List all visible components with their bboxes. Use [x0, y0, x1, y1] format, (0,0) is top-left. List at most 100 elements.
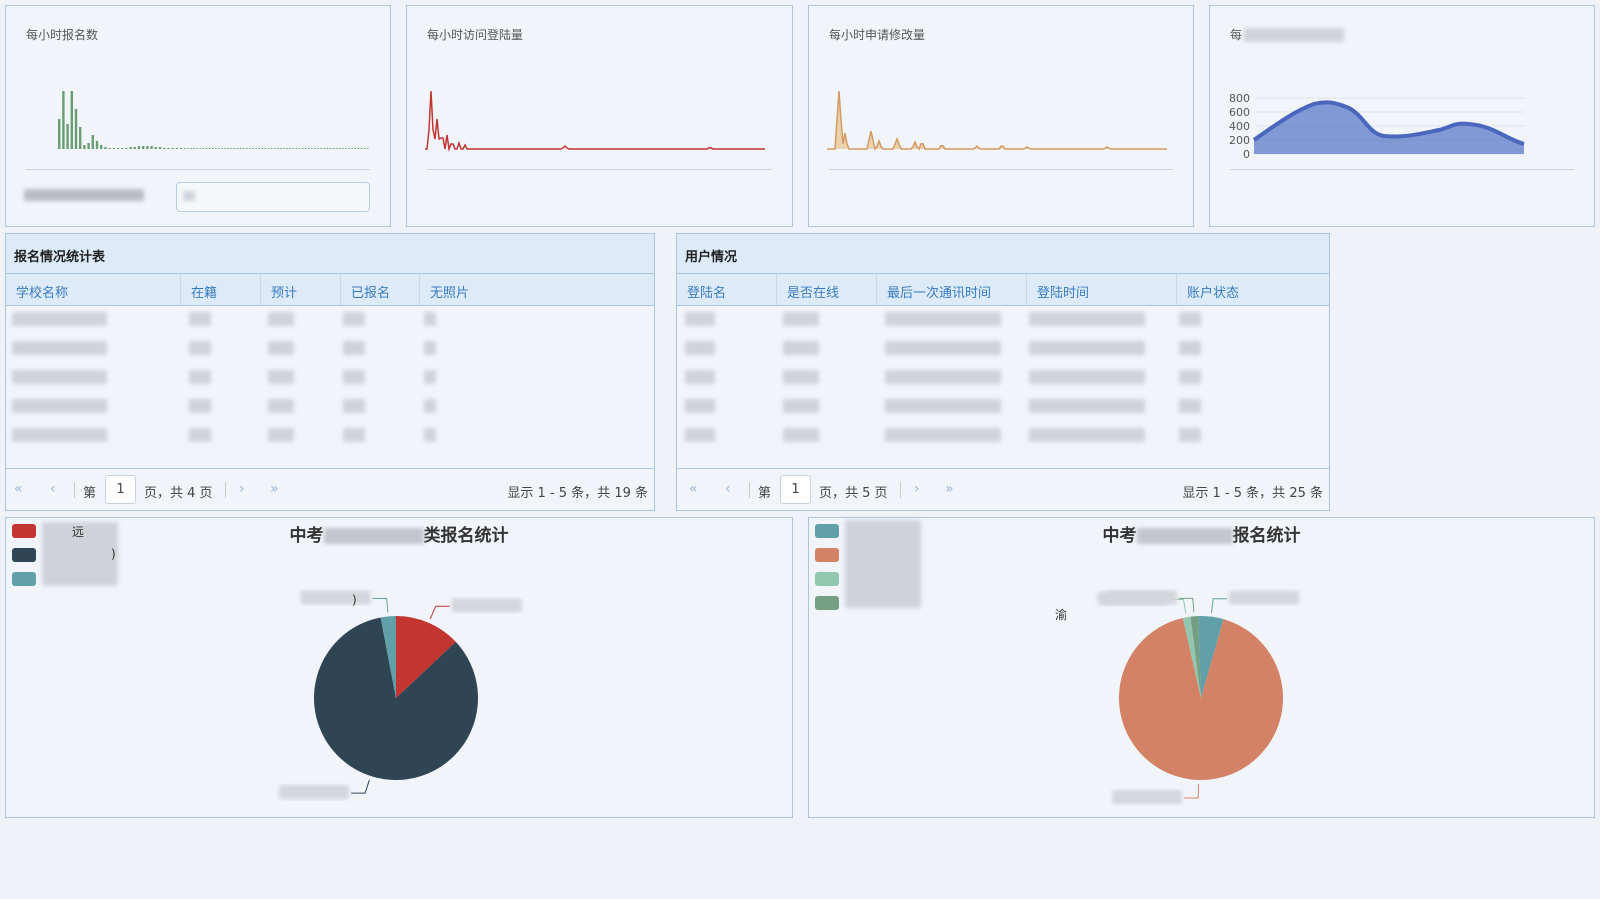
- pie-label-line: [372, 597, 389, 613]
- last-page-button[interactable]: »: [270, 481, 279, 497]
- redacted-cell: [685, 312, 715, 326]
- mini-bar: [125, 148, 128, 149]
- pie-slice: [396, 616, 456, 698]
- prev-page-button[interactable]: ‹: [725, 481, 731, 497]
- redacted-cell: [424, 370, 436, 384]
- mini-bar: [317, 148, 319, 149]
- col-online[interactable]: 是否在线: [777, 274, 877, 305]
- redacted-select[interactable]: [176, 182, 370, 212]
- col-no-photo[interactable]: 无照片: [430, 286, 470, 301]
- pie-label-line: [1210, 598, 1228, 613]
- mini-bar: [283, 148, 285, 149]
- col-registered[interactable]: 已报名: [341, 274, 420, 305]
- legend-swatch[interactable]: [12, 572, 36, 586]
- mini-bar: [112, 148, 115, 149]
- mini-bar: [66, 124, 69, 149]
- redacted-cell: [685, 370, 715, 384]
- legend-label: 远: [72, 525, 85, 539]
- page-prefix: 第: [758, 486, 772, 501]
- mini-bar: [62, 91, 65, 149]
- next-page-button[interactable]: ›: [914, 481, 920, 497]
- mini-bar: [326, 148, 329, 149]
- area-line: [1252, 100, 1525, 146]
- mini-bar: [224, 148, 226, 149]
- col-account-status[interactable]: 账户状态: [1187, 286, 1240, 301]
- redacted-cell: [12, 341, 107, 355]
- mini-chart-panel-4: 每 800 600 400 200 0: [1209, 5, 1595, 227]
- col-school-name[interactable]: 学校名称: [6, 274, 181, 305]
- next-page-button[interactable]: ›: [239, 481, 245, 497]
- mini-chart-panel-3: 每小时申请修改量: [808, 5, 1194, 227]
- pie-chart-right: [1097, 590, 1300, 804]
- mini-bar: [366, 148, 369, 149]
- mini-bar: [270, 148, 273, 149]
- mini-bar: [233, 148, 236, 149]
- pagination: « ‹ 第 1 页，共 5 页 › » 显示 1 - 5 条，共 25 条: [677, 468, 1329, 510]
- col-last-contact[interactable]: 最后一次通讯时间: [877, 274, 1027, 305]
- redacted-cell: [685, 399, 715, 413]
- pie-panel-left: 中考 类报名统计 远 ) ): [5, 517, 793, 818]
- redacted-cell: [783, 312, 819, 326]
- mini-bar: [121, 148, 124, 149]
- legend-swatch[interactable]: [12, 524, 36, 538]
- mini-bar: [95, 141, 99, 149]
- legend-swatch[interactable]: [815, 596, 839, 610]
- mini-bar: [227, 148, 229, 149]
- mini-bar: [208, 148, 211, 149]
- mini-bar: [58, 119, 61, 149]
- area-fill: [1254, 102, 1524, 154]
- y-tick-label: 0: [1243, 148, 1250, 161]
- col-login-name[interactable]: 登陆名: [677, 274, 777, 305]
- col-expected[interactable]: 预计: [261, 274, 341, 305]
- mini-bar: [323, 148, 326, 149]
- pie-label-line: [429, 605, 450, 620]
- mini-bar: [215, 148, 217, 149]
- redacted-cell: [885, 312, 1001, 326]
- mini-bar: [137, 146, 141, 149]
- first-page-button[interactable]: «: [14, 481, 23, 497]
- mini-bar: [273, 148, 276, 149]
- pie-slice: [313, 617, 478, 780]
- pie-label-fragment: ): [352, 593, 357, 607]
- mini-bar: [295, 148, 298, 149]
- legend-swatch[interactable]: [815, 548, 839, 562]
- mini-line: [425, 90, 765, 152]
- redacted-cell: [189, 370, 211, 384]
- mini-bar: [242, 148, 245, 149]
- mini-bar: [129, 147, 132, 149]
- y-tick-label: 800: [1229, 92, 1250, 105]
- col-login-time[interactable]: 登陆时间: [1027, 274, 1177, 305]
- mini-bar: [196, 148, 198, 149]
- registration-table-panel: 报名情况统计表 学校名称 在籍 预计 已报名 无照片 « ‹ 第 1 页，共 4…: [5, 233, 655, 511]
- redacted-cell: [343, 428, 365, 442]
- mini-bar: [179, 148, 183, 149]
- redacted-cell: [885, 428, 1001, 442]
- mini-bar: [335, 148, 338, 149]
- redacted-cell: [268, 428, 294, 442]
- col-enrolled[interactable]: 在籍: [181, 274, 261, 305]
- page-number-input[interactable]: 1: [105, 475, 136, 504]
- mini-chart-title: 每小时申请修改量: [829, 28, 926, 42]
- mini-bar: [190, 148, 192, 149]
- legend-swatch[interactable]: [815, 572, 839, 586]
- mini-line: [827, 90, 1167, 151]
- pie-label-line: [351, 779, 370, 794]
- user-table-panel: 用户情况 登陆名 是否在线 最后一次通讯时间 登陆时间 账户状态 « ‹ 第 1…: [676, 233, 1330, 511]
- y-tick-label: 400: [1229, 120, 1250, 133]
- mini-bar: [91, 135, 94, 149]
- divider: [74, 482, 75, 498]
- redacted-cell: [343, 370, 365, 384]
- legend-swatch[interactable]: [815, 524, 839, 538]
- redacted-cell: [1029, 370, 1145, 384]
- redacted-cell: [12, 428, 107, 442]
- legend-swatch[interactable]: [12, 548, 36, 562]
- last-page-button[interactable]: »: [945, 481, 954, 497]
- prev-page-button[interactable]: ‹: [50, 481, 56, 497]
- mini-bar: [304, 148, 307, 149]
- mini-bar: [351, 148, 353, 149]
- mini-bar: [171, 148, 174, 149]
- redacted-pie-label: [279, 785, 350, 800]
- first-page-button[interactable]: «: [689, 481, 698, 497]
- mini-chart-modifications: [827, 90, 1167, 151]
- page-number-input[interactable]: 1: [780, 475, 811, 504]
